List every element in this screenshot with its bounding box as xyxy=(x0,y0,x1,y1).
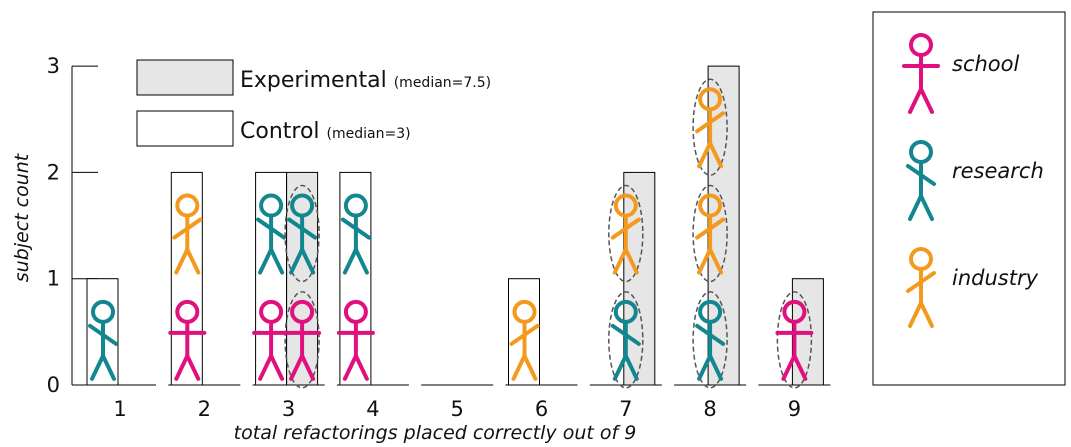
legend-group-label: school xyxy=(952,52,1019,76)
figure-research-experimental xyxy=(287,193,318,275)
y-tick-label: 0 xyxy=(47,373,60,397)
y-axis-label: subject count xyxy=(11,152,33,282)
figure-research-control xyxy=(88,299,118,381)
experimental-marker-ellipse xyxy=(692,291,728,389)
experimental-marker-ellipse xyxy=(692,184,728,283)
figure-industry-control xyxy=(509,299,540,381)
x-tick-label: 4 xyxy=(366,397,379,421)
legend-figure-school xyxy=(902,33,940,114)
figure-school-experimental xyxy=(775,299,814,381)
figure-school-control xyxy=(168,299,207,381)
legend-figure-research xyxy=(906,140,936,221)
experimental-marker-ellipse xyxy=(608,291,644,389)
group-legend: school research industry xyxy=(872,11,1066,386)
legend-group-label: industry xyxy=(952,266,1039,290)
x-tick-label: 6 xyxy=(535,397,548,421)
x-tick-label: 5 xyxy=(451,397,464,421)
figure-industry-experimental xyxy=(610,193,641,275)
y-tick-label: 3 xyxy=(47,54,60,78)
series-legend: Experimental (median=7.5) Control (media… xyxy=(136,59,491,147)
legend-figure-industry xyxy=(906,247,936,328)
x-tick-label: 1 xyxy=(113,397,126,421)
bar-control xyxy=(86,278,119,386)
experimental-marker-ellipse xyxy=(284,184,320,283)
figure-research-experimental xyxy=(610,299,641,381)
figure-research-control xyxy=(340,193,371,275)
x-tick-label: 3 xyxy=(282,397,295,421)
figure-industry-control xyxy=(172,193,203,275)
x-axis-label: total refactorings placed correctly out … xyxy=(234,422,637,444)
legend-swatch-control xyxy=(136,110,234,147)
figure-research-experimental xyxy=(695,299,726,381)
figure-industry-experimental xyxy=(695,193,726,275)
legend-label-experimental: Experimental (median=7.5) xyxy=(240,68,491,93)
y-tick-label: 1 xyxy=(47,267,60,291)
legend-swatch-experimental xyxy=(136,59,234,96)
experimental-marker-ellipse xyxy=(284,291,320,389)
experimental-marker-ellipse xyxy=(608,184,644,283)
figure-school-control xyxy=(336,299,375,381)
legend-label-control: Control (median=3) xyxy=(240,119,411,144)
figure-research-control xyxy=(256,193,287,275)
bar-experimental xyxy=(623,171,656,386)
x-tick-label: 7 xyxy=(619,397,632,421)
figure-industry-experimental xyxy=(695,87,726,169)
y-tick-label: 2 xyxy=(47,160,60,184)
experimental-marker-ellipse xyxy=(692,78,728,176)
plot-area: 0 1 2 3 1 2 3 4 5 6 7 8 9 xyxy=(47,54,831,421)
group-legend-frame xyxy=(872,11,1066,386)
figure-school-experimental xyxy=(283,299,322,381)
figure-school-control xyxy=(252,299,291,381)
legend-group-label: research xyxy=(952,159,1044,183)
x-tick-label: 8 xyxy=(703,397,716,421)
experimental-marker-ellipse xyxy=(776,291,813,389)
x-tick-label: 2 xyxy=(198,397,211,421)
x-tick-label: 9 xyxy=(788,397,801,421)
